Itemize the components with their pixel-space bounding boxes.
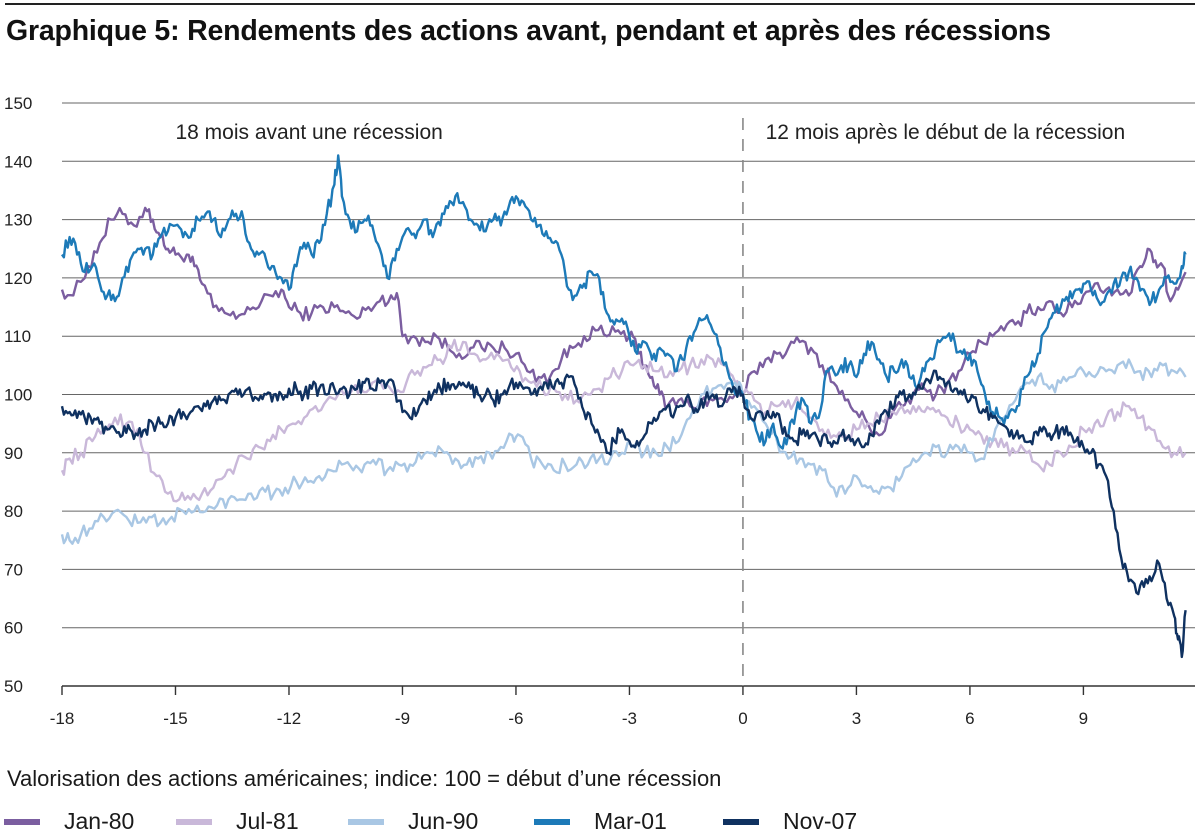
chart-legend: Jan-80 Jul-81 Jun-90 Mar-01 Nov-07	[4, 805, 1194, 839]
x-tick-label: 6	[965, 709, 974, 728]
grid-layer	[62, 102, 1195, 687]
series-line-mar-01	[61, 154, 1187, 450]
series-line-jul-81	[60, 338, 1187, 503]
legend-swatch	[534, 819, 570, 825]
y-tick-label: 110	[4, 327, 31, 346]
x-tick-label: -18	[50, 709, 75, 728]
legend-swatch	[348, 819, 384, 825]
y-tick-label: 130	[4, 211, 32, 230]
x-tick-label: -6	[508, 709, 523, 728]
annotation-after: 12 mois après le début de la récession	[766, 121, 1126, 144]
series-line-jun-90	[60, 358, 1187, 545]
top-rule	[5, 3, 1195, 5]
x-tick-label: 9	[1079, 709, 1088, 728]
annotation-layer: 18 mois avant une récession 12 mois après…	[175, 118, 1125, 686]
x-tick-label: -15	[163, 709, 188, 728]
x-tick-label: 3	[852, 709, 861, 728]
series-layer	[60, 154, 1187, 659]
y-tick-label: 120	[4, 269, 32, 288]
series-line-nov-07	[60, 369, 1187, 659]
legend-swatch	[176, 819, 212, 825]
y-tick-label: 90	[4, 444, 23, 463]
y-tick-label: 140	[4, 152, 32, 171]
x-tick-label: 0	[738, 709, 747, 728]
y-tick-label: 150	[4, 94, 32, 113]
x-tick-label: -3	[622, 709, 637, 728]
x-tick-label: -12	[277, 709, 302, 728]
x-tick-label: -9	[395, 709, 410, 728]
y-tick-label: 70	[4, 560, 23, 579]
chart-title: Graphique 5: Rendements des actions avan…	[6, 15, 1051, 47]
y-tick-label: 80	[4, 502, 23, 521]
chart-subtitle: Valorisation des actions américaines; in…	[7, 766, 722, 791]
legend-label: Jul-81	[236, 808, 299, 834]
legend-swatch	[4, 819, 40, 825]
legend-label: Nov-07	[783, 808, 858, 834]
annotation-before: 18 mois avant une récession	[175, 121, 442, 144]
legend-label: Jan-80	[64, 808, 135, 834]
legend-label: Jun-90	[408, 808, 479, 834]
y-tick-label: 100	[4, 386, 32, 405]
y-tick-label: 60	[4, 619, 23, 638]
y-tick-label: 50	[4, 677, 23, 696]
legend-label: Mar-01	[594, 808, 667, 834]
legend-swatch	[723, 819, 759, 825]
